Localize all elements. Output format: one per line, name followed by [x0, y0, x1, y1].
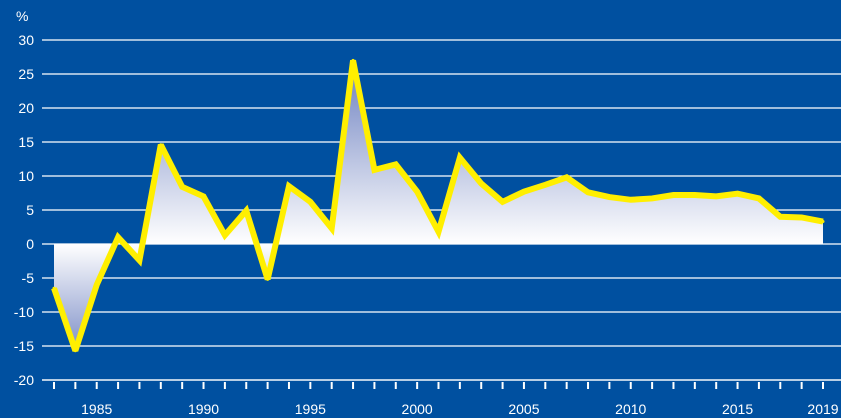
- data-point: [757, 196, 761, 200]
- data-point: [736, 192, 740, 196]
- area-fill: [54, 60, 823, 351]
- data-point: [308, 200, 312, 204]
- x-tick-label: 2019: [807, 401, 838, 417]
- y-tick-label: -10: [14, 304, 34, 320]
- y-tick-label: 20: [18, 100, 34, 116]
- data-point: [330, 226, 334, 230]
- data-point: [159, 143, 163, 147]
- area-positive: [54, 60, 823, 244]
- data-point: [479, 181, 483, 185]
- data-point: [714, 194, 718, 198]
- data-point: [372, 168, 376, 172]
- y-tick-label: 25: [18, 66, 34, 82]
- data-point: [415, 190, 419, 194]
- y-tick-label: -20: [14, 372, 34, 388]
- data-point: [671, 193, 675, 197]
- series-line-group: [51, 58, 825, 353]
- y-tick-label: 10: [18, 168, 34, 184]
- data-point: [693, 193, 697, 197]
- data-point: [116, 235, 120, 239]
- y-tick-label: -5: [22, 270, 35, 286]
- data-point: [202, 194, 206, 198]
- data-point: [458, 156, 462, 160]
- x-tick-label: 2005: [508, 401, 539, 417]
- data-point: [501, 200, 505, 204]
- data-point: [543, 183, 547, 187]
- data-point: [800, 215, 804, 219]
- data-point: [73, 349, 77, 353]
- y-tick-label: 5: [26, 202, 34, 218]
- x-tick-label: 1995: [295, 401, 326, 417]
- y-tick-label: -15: [14, 338, 34, 354]
- data-point: [287, 184, 291, 188]
- data-point: [351, 58, 355, 62]
- data-point: [607, 195, 611, 199]
- y-unit-label: %: [16, 8, 28, 24]
- y-tick-label: 30: [18, 32, 34, 48]
- x-tick-label: 1990: [188, 401, 219, 417]
- data-point: [95, 283, 99, 287]
- data-point: [137, 258, 141, 262]
- data-point: [52, 286, 56, 290]
- data-point: [650, 196, 654, 200]
- data-point: [223, 233, 227, 237]
- y-tick-label: 15: [18, 134, 34, 150]
- x-tick-label: 2000: [402, 401, 433, 417]
- x-tick-label: 1985: [81, 401, 112, 417]
- x-tick-label: 2010: [615, 401, 646, 417]
- data-point: [394, 162, 398, 166]
- data-point: [565, 175, 569, 179]
- data-point: [180, 185, 184, 189]
- data-point: [266, 277, 270, 281]
- data-point: [522, 190, 526, 194]
- data-point: [821, 220, 825, 224]
- data-point: [629, 198, 633, 202]
- data-point: [244, 209, 248, 213]
- x-axis: 1985 1990 1995 2000 2005 2010 2015 2019: [42, 379, 841, 417]
- data-point: [778, 215, 782, 219]
- x-tick-label: 2015: [722, 401, 753, 417]
- data-point: [586, 190, 590, 194]
- y-tick-label: 0: [26, 236, 34, 252]
- data-point: [437, 230, 440, 234]
- y-axis-tick-labels: 30 25 20 15 10 5 0 -5 -10 -15 -20: [14, 32, 34, 388]
